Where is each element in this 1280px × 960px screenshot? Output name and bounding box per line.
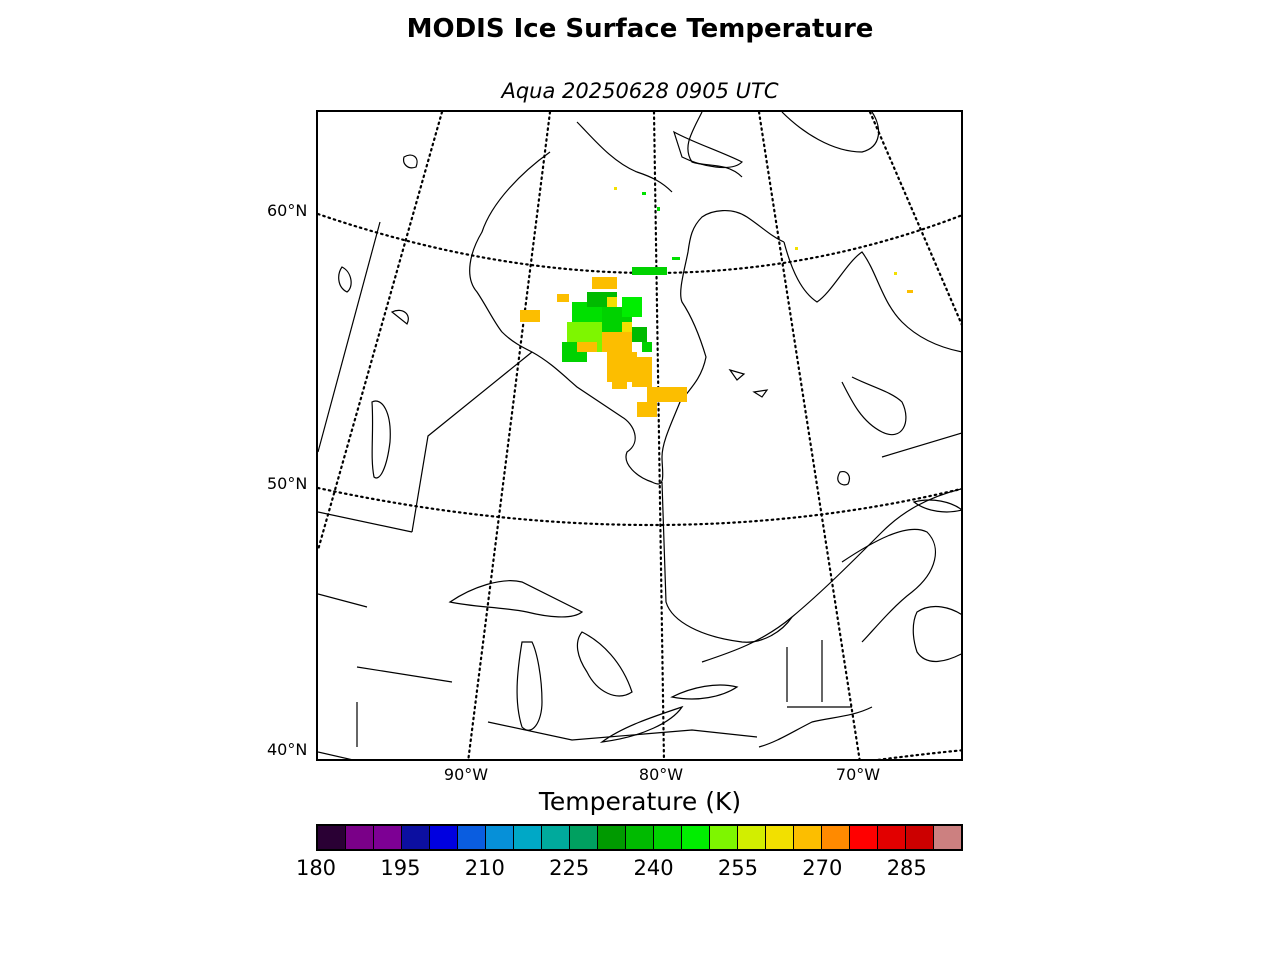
map-title: MODIS Ice Surface Temperature — [406, 14, 874, 44]
colorbar-segment — [710, 826, 738, 849]
colorbar-tick-label: 270 — [802, 856, 843, 880]
lake-michigan — [516, 641, 543, 731]
colorbar-segment — [654, 826, 682, 849]
lake-superior — [448, 580, 584, 618]
colorbar-segment — [598, 826, 626, 849]
hudson-bay-coast — [469, 151, 785, 485]
parallel-40n — [876, 749, 961, 759]
colorbar-segment — [822, 826, 850, 849]
colorbar-segment — [906, 826, 934, 849]
colorbar-segment — [402, 826, 430, 849]
colorbar-segment — [682, 826, 710, 849]
baffin-south — [781, 112, 880, 153]
labrador-coast — [783, 241, 961, 353]
colorbar-segment — [514, 826, 542, 849]
us-east-coast — [758, 706, 873, 748]
colorbar-segment — [570, 826, 598, 849]
lake-manicouagan — [837, 471, 851, 486]
colorbar-segment — [626, 826, 654, 849]
colorbar-segment — [850, 826, 878, 849]
colorbar-tick-label: 285 — [886, 856, 927, 880]
meridian-70w — [868, 112, 961, 326]
labrador-quebec-border — [881, 432, 961, 458]
meridian-80w — [652, 112, 666, 759]
belcher-islands — [728, 368, 769, 398]
meridian-95w — [318, 112, 444, 552]
colorbar-segment — [766, 826, 794, 849]
map-panel — [316, 110, 963, 761]
colorbar-segment — [430, 826, 458, 849]
colorbar-tick-label: 240 — [633, 856, 674, 880]
anticosti — [912, 499, 961, 513]
lon-label-70w: 70°W — [835, 765, 881, 784]
st-lawrence — [701, 488, 961, 663]
ice-temp-green — [562, 267, 667, 362]
colorbar — [316, 824, 963, 851]
ontario-manitoba-border — [411, 351, 533, 533]
meridian-90w — [467, 112, 552, 759]
colorbar-segment — [374, 826, 402, 849]
colorbar-segment — [878, 826, 906, 849]
colorbar-label: Temperature (K) — [538, 787, 742, 816]
coastlines — [318, 112, 961, 759]
colorbar-tick-label: 255 — [717, 856, 758, 880]
map-subtitle: Aqua 20250628 0905 UTC — [501, 79, 779, 103]
manitoba-west — [318, 221, 381, 453]
colorbar-segment — [794, 826, 822, 849]
colorbar-tick-label: 225 — [549, 856, 590, 880]
northern-lakes — [338, 154, 418, 325]
colorbar-segment — [542, 826, 570, 849]
colorbar-segment — [486, 826, 514, 849]
colorbar-segment — [934, 826, 961, 849]
lat-label-40n: 40°N — [267, 740, 308, 759]
parallel-60n — [318, 212, 961, 275]
lat-label-60n: 60°N — [267, 201, 308, 220]
southampton-island — [672, 130, 744, 168]
hudson-strait — [576, 112, 743, 193]
colorbar-segment — [318, 826, 346, 849]
parallel-50n — [318, 486, 961, 527]
graticule — [318, 112, 961, 759]
colorbar-segment — [458, 826, 486, 849]
gaspe — [841, 528, 936, 643]
colorbar-tick-label: 180 — [295, 856, 337, 880]
meridian-75w — [757, 112, 861, 759]
quebec-north-coast — [841, 376, 907, 436]
newfoundland — [912, 605, 961, 662]
lon-label-90w: 90°W — [443, 765, 489, 784]
colorbar-segment — [346, 826, 374, 849]
lake-ontario — [670, 684, 739, 700]
lon-label-80w: 80°W — [638, 765, 684, 784]
map-svg — [318, 112, 961, 759]
colorbar-tick-label: 210 — [464, 856, 505, 880]
ice-temp-scatter — [614, 187, 913, 293]
colorbar-segment — [738, 826, 766, 849]
quebec-ontario-border — [661, 481, 793, 643]
lake-huron — [576, 631, 633, 697]
colorbar-tick-label: 195 — [380, 856, 421, 880]
lake-winnipeg — [371, 400, 391, 479]
us-border-west — [318, 511, 852, 759]
ice-temp-yellow — [520, 277, 687, 417]
lat-label-50n: 50°N — [267, 474, 308, 493]
